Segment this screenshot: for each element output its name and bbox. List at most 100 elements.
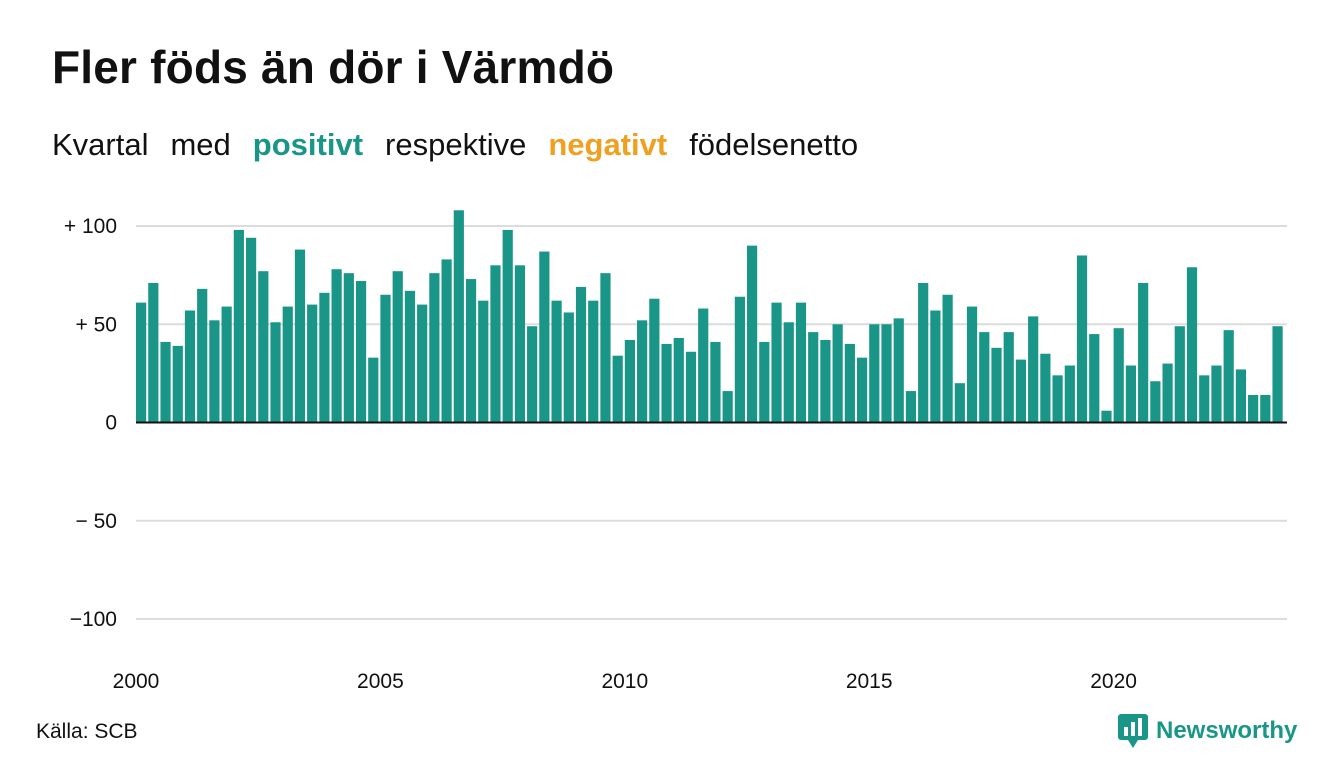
bar: [918, 282, 929, 423]
y-tick-label: 0: [105, 412, 117, 435]
bar: [1076, 255, 1088, 423]
bar: [392, 271, 403, 423]
bar: [575, 286, 587, 423]
bar: [209, 320, 220, 423]
bar: [1272, 326, 1283, 423]
x-tick-label: 2015: [846, 670, 893, 693]
bar: [1015, 359, 1027, 423]
newsworthy-logo: Newsworthy: [1118, 713, 1297, 749]
bar: [820, 339, 831, 423]
bar: [1199, 375, 1210, 423]
subtitle: Kvartal med positivt respektive negativt föde…: [52, 127, 880, 163]
bar: [563, 312, 574, 423]
bar: [734, 296, 745, 423]
bar: [233, 229, 244, 423]
bar: [954, 383, 965, 423]
bar: [771, 302, 782, 423]
bar: [979, 332, 990, 423]
bar: [1052, 375, 1063, 423]
newsworthy-bar-chart-icon: [1118, 714, 1148, 748]
bar: [343, 273, 354, 423]
bar: [184, 310, 196, 423]
bar: [514, 265, 526, 423]
y-tick-label: + 100: [64, 215, 117, 238]
bar: [1138, 282, 1149, 423]
subtitle-positive: positivt: [252, 127, 364, 162]
bar: [1125, 365, 1137, 423]
subtitle-negative: negativt: [548, 127, 668, 162]
bar: [478, 300, 489, 423]
bar: [1064, 365, 1075, 423]
bar: [355, 281, 367, 423]
source-label: Källa: SCB: [36, 720, 138, 743]
bar: [710, 341, 721, 423]
bar: [465, 279, 477, 423]
bar: [1186, 267, 1198, 423]
bar: [307, 304, 318, 423]
x-tick-label: 2005: [357, 670, 404, 693]
bar: [612, 355, 623, 423]
x-tick-label: 2020: [1090, 670, 1137, 693]
bar: [1028, 316, 1039, 423]
bar: [429, 273, 440, 423]
bar: [527, 326, 538, 423]
bar: [368, 357, 379, 423]
bar: [942, 294, 953, 423]
bar: [502, 229, 513, 423]
bar: [136, 302, 147, 423]
bar: [148, 282, 159, 423]
bar: [380, 294, 391, 423]
bar: [685, 351, 697, 423]
bar: [294, 249, 306, 423]
bar: [893, 318, 904, 423]
bar: [331, 269, 342, 423]
y-tick-label: + 50: [76, 313, 117, 336]
bar: [258, 271, 269, 423]
bar: [1223, 330, 1234, 423]
bar: [783, 322, 794, 423]
bar: [844, 343, 855, 423]
bar: [1248, 394, 1259, 423]
bar: [673, 338, 684, 423]
bar: [172, 345, 183, 423]
subtitle-word-med: med: [170, 127, 231, 162]
bar: [747, 245, 758, 423]
bar: [417, 304, 428, 423]
bar: [869, 324, 880, 423]
bar: [1003, 332, 1014, 423]
bar: [319, 292, 330, 423]
bar: [1150, 381, 1161, 423]
bar: [1101, 410, 1112, 423]
subtitle-word-kvartal: Kvartal: [52, 127, 149, 162]
bar: [649, 298, 660, 423]
bar: [600, 273, 611, 423]
bar: [1174, 326, 1185, 423]
bar: [539, 251, 550, 423]
bar: [551, 300, 562, 423]
bar: [722, 391, 733, 423]
bar: [160, 341, 171, 423]
bar: [698, 308, 709, 423]
bar: [661, 343, 672, 423]
bar: [637, 320, 648, 423]
bar: [624, 339, 635, 423]
bar: [966, 306, 978, 423]
bar: [905, 391, 917, 423]
bar: [245, 237, 257, 423]
bar: [832, 324, 843, 423]
bar: [441, 259, 452, 423]
subtitle-word-respektive: respektive: [385, 127, 527, 162]
bar: [404, 290, 416, 423]
x-tick-label: 2010: [601, 670, 648, 693]
bar: [453, 210, 464, 423]
bar: [490, 265, 501, 423]
bar: [1040, 353, 1051, 423]
bar: [808, 332, 819, 423]
bar: [795, 302, 807, 423]
bar: [270, 322, 281, 423]
bar: [588, 300, 599, 423]
y-tick-label: −100: [70, 608, 117, 631]
bar: [197, 288, 208, 423]
y-tick-label: − 50: [76, 510, 117, 533]
